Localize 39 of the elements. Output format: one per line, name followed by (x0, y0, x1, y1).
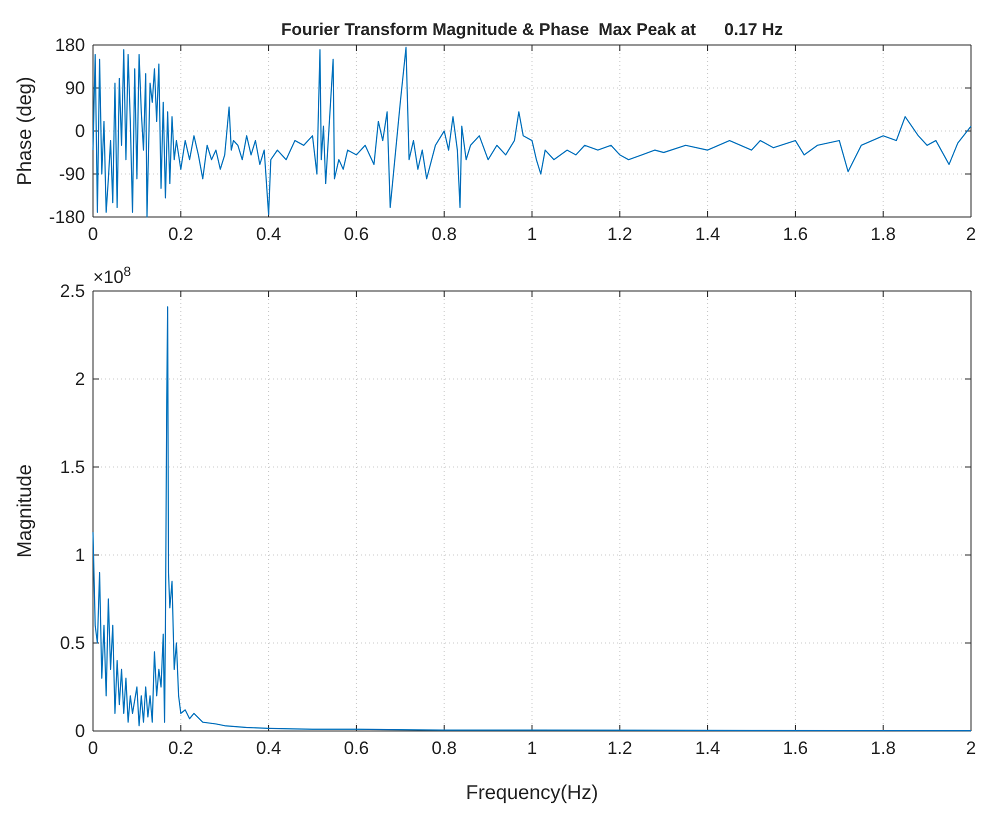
x-tick-label: 1 (526, 738, 538, 758)
y-axis-title: Phase (deg) (14, 76, 36, 186)
y-tick-label: -90 (58, 164, 85, 184)
line-series (92, 46, 972, 218)
x-tick-label: 1.2 (607, 224, 632, 244)
x-tick-label: 0.2 (168, 224, 194, 244)
y-tick-label: 2 (74, 368, 85, 389)
x-tick-label: 1 (526, 224, 538, 244)
text: ×10$^{8}$ (93, 264, 132, 287)
x-tick-label: 0.4 (256, 224, 282, 244)
x-tick-label: 0.4 (256, 738, 282, 758)
y-tick-label: 2.5 (60, 280, 85, 301)
x-tick-label: 1.8 (870, 738, 896, 758)
y-tick-label: 180 (54, 34, 85, 55)
x-tick-label: 2 (966, 738, 976, 758)
y-tick-label: 0.5 (60, 632, 85, 653)
x-tick-label: 0.8 (432, 224, 457, 244)
x-tick-label: 1.6 (782, 738, 808, 758)
x-tick-label: 0 (88, 738, 98, 758)
x-axis-title: Frequency(Hz) (466, 782, 598, 804)
y-tick-label: 90 (64, 78, 85, 98)
chart-title: Fourier Transform Magnitude & Phase Max Peak at 0.17 Hz (281, 20, 783, 39)
x-tick-label: 0.8 (432, 738, 457, 758)
x-tick-label: 0.6 (344, 738, 369, 758)
y-tick-label: 0 (74, 720, 85, 741)
x-tick-label: 1.8 (870, 224, 896, 244)
y-tick-label: 1.5 (60, 456, 85, 477)
x-tick-label: 0 (88, 224, 98, 244)
y-tick-label: 1 (74, 544, 85, 565)
x-tick-label: 0.2 (168, 738, 194, 758)
x-tick-label: 0.6 (344, 224, 369, 244)
x-tick-label: 1.4 (695, 738, 720, 758)
x-tick-label: 2 (966, 224, 976, 244)
x-tick-label: 1.4 (695, 224, 720, 244)
x-tick-label: 1.2 (607, 738, 632, 758)
y-tick-label: 0 (74, 120, 85, 141)
y-tick-label: -180 (48, 206, 85, 227)
y-axis-title: Magnitude (14, 464, 36, 558)
x-tick-label: 1.6 (782, 224, 808, 244)
